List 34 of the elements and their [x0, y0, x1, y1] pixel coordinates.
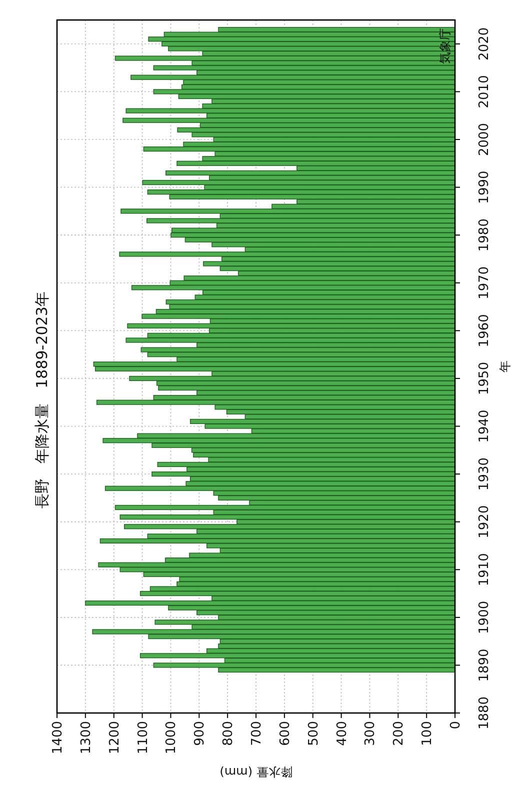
x-tick-label: 1200	[107, 721, 122, 754]
x-tick-label: 600	[278, 721, 293, 746]
y-tick-label: 2010	[477, 75, 492, 108]
x-tick-label: 700	[250, 721, 264, 746]
y-tick-label: 1960	[477, 314, 492, 348]
y-tick-label: 1930	[477, 457, 492, 491]
x-tick-label: 1000	[164, 721, 180, 754]
x-tick-label: 300	[363, 721, 378, 746]
y-axis-title: 年	[498, 360, 512, 372]
annotation: 気象庁	[438, 28, 452, 64]
y-tick-label: 1940	[477, 410, 492, 443]
y-tick-label: 2020	[477, 27, 492, 60]
y-tick-label: 1880	[477, 696, 492, 730]
y-tick-label: 1990	[477, 170, 492, 204]
x-tick-label: 1300	[78, 721, 94, 754]
y-tick-label: 1900	[477, 600, 492, 634]
y-tick-label: 1890	[477, 648, 492, 682]
x-axis-title: 降水量 (mm)	[220, 765, 292, 779]
x-tick-label: 500	[306, 721, 322, 746]
x-tick-label: 0	[448, 721, 464, 730]
x-tick-label: 100	[420, 721, 436, 746]
text: 長野 年降水量 1889-2023年	[33, 292, 51, 508]
x-tick-label: 800	[221, 721, 236, 746]
x-tick-label: 900	[192, 721, 208, 746]
y-tick-label: 1920	[477, 505, 492, 538]
y-tick-label: 1980	[477, 218, 492, 252]
x-tick-label: 1100	[136, 721, 151, 754]
x-tick-label: 400	[334, 721, 350, 746]
y-tick-label: 1910	[477, 553, 492, 586]
y-tick-label: 2000	[477, 122, 492, 156]
x-tick-label: 1400	[50, 721, 66, 754]
y-tick-label: 1950	[477, 362, 492, 395]
x-tick-label: 200	[392, 721, 407, 746]
y-tick-label: 1970	[477, 266, 492, 300]
